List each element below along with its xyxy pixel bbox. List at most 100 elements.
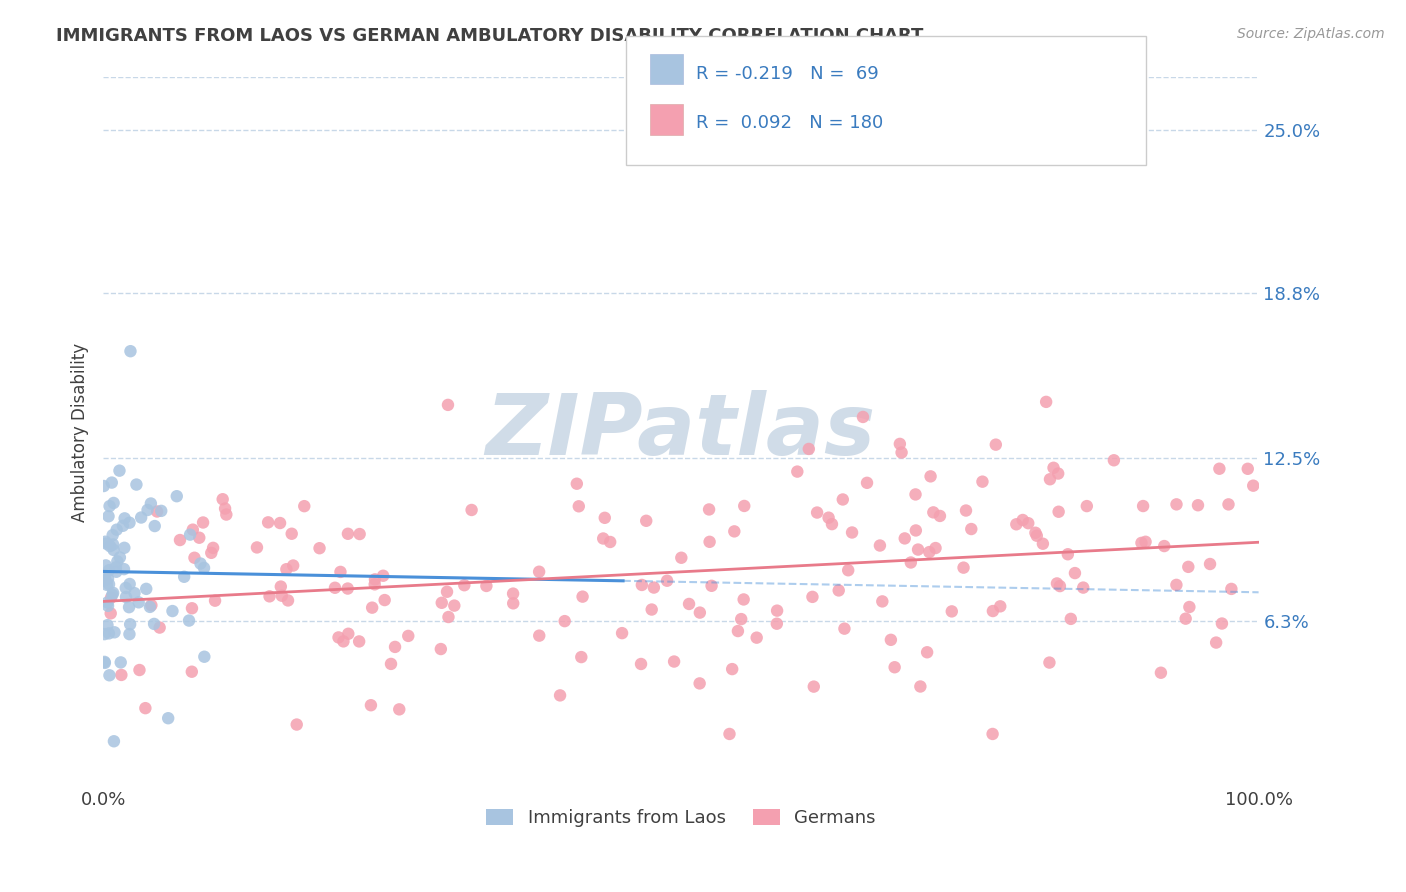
Point	[593, 511, 616, 525]
Point	[97, 626, 120, 640]
Point	[733, 592, 755, 607]
Point	[671, 550, 693, 565]
Point	[180, 665, 202, 679]
Point	[1005, 517, 1028, 532]
Point	[1017, 516, 1039, 531]
Point	[98, 668, 121, 682]
Point	[529, 629, 551, 643]
Point	[880, 632, 903, 647]
Point	[952, 560, 974, 574]
Point	[655, 574, 678, 588]
Legend: Immigrants from Laos, Germans: Immigrants from Laos, Germans	[479, 802, 883, 834]
Point	[93, 574, 115, 588]
Point	[94, 536, 117, 550]
Point	[124, 586, 146, 600]
Point	[94, 571, 117, 585]
Point	[96, 618, 118, 632]
Point	[204, 593, 226, 607]
Point	[527, 565, 550, 579]
Text: R =  0.092   N = 180: R = 0.092 N = 180	[696, 114, 883, 132]
Point	[112, 541, 135, 555]
Point	[436, 584, 458, 599]
Point	[430, 642, 453, 657]
Point	[1236, 462, 1258, 476]
Point	[101, 528, 124, 542]
Point	[177, 614, 200, 628]
Point	[700, 579, 723, 593]
Point	[93, 655, 115, 669]
Point	[1025, 529, 1047, 543]
Text: IMMIGRANTS FROM LAOS VS GERMAN AMBULATORY DISABILITY CORRELATION CHART: IMMIGRANTS FROM LAOS VS GERMAN AMBULATOR…	[56, 27, 924, 45]
Point	[388, 702, 411, 716]
Point	[1046, 576, 1069, 591]
Point	[103, 625, 125, 640]
Point	[149, 621, 172, 635]
Point	[565, 476, 588, 491]
Point	[150, 504, 173, 518]
Point	[96, 595, 118, 609]
Point	[924, 541, 946, 555]
Point	[139, 599, 162, 614]
Point	[721, 662, 744, 676]
Point	[841, 525, 863, 540]
Point	[801, 590, 824, 604]
Point	[396, 629, 419, 643]
Point	[1135, 534, 1157, 549]
Point	[360, 698, 382, 713]
Point	[630, 657, 652, 671]
Point	[259, 590, 281, 604]
Point	[114, 511, 136, 525]
Point	[103, 496, 125, 510]
Point	[347, 634, 370, 648]
Point	[610, 626, 633, 640]
Point	[283, 558, 305, 573]
Point	[191, 516, 214, 530]
Point	[380, 657, 402, 671]
Point	[1060, 612, 1083, 626]
Point	[592, 532, 614, 546]
Point	[108, 550, 131, 565]
Point	[733, 499, 755, 513]
Point	[730, 612, 752, 626]
Point	[202, 541, 225, 555]
Point	[200, 546, 222, 560]
Point	[373, 568, 395, 582]
Point	[214, 501, 236, 516]
Point	[285, 717, 308, 731]
Point	[984, 437, 1007, 451]
Point	[960, 522, 983, 536]
Point	[323, 581, 346, 595]
Point	[1102, 453, 1125, 467]
Point	[437, 610, 460, 624]
Point	[308, 541, 330, 556]
Point	[129, 510, 152, 524]
Point	[188, 531, 211, 545]
Text: ZIPatlas: ZIPatlas	[485, 391, 876, 474]
Point	[910, 680, 932, 694]
Point	[890, 445, 912, 459]
Point	[257, 516, 280, 530]
Point	[929, 508, 952, 523]
Point	[112, 562, 135, 576]
Point	[97, 509, 120, 524]
Point	[689, 606, 711, 620]
Point	[689, 676, 711, 690]
Point	[1071, 581, 1094, 595]
Point	[173, 570, 195, 584]
Point	[120, 617, 142, 632]
Point	[430, 596, 453, 610]
Point	[336, 526, 359, 541]
Point	[904, 487, 927, 501]
Point	[1174, 612, 1197, 626]
Point	[128, 595, 150, 609]
Point	[97, 599, 120, 613]
Point	[828, 583, 851, 598]
Point	[246, 541, 269, 555]
Point	[1177, 559, 1199, 574]
Point	[437, 398, 460, 412]
Point	[269, 516, 291, 530]
Point	[157, 711, 180, 725]
Point	[636, 514, 658, 528]
Point	[922, 505, 945, 519]
Point	[571, 590, 593, 604]
